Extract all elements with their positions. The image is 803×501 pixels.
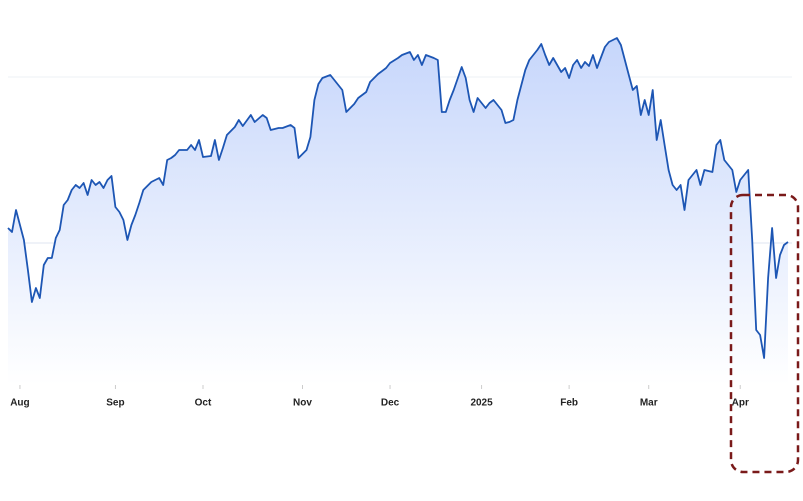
x-tick-label: Apr <box>732 398 749 409</box>
area-fill <box>8 38 788 385</box>
x-tick-label: Dec <box>381 398 400 409</box>
highlight-box <box>729 193 800 474</box>
x-tick-label: 2025 <box>470 398 493 409</box>
line <box>7 37 789 359</box>
x-tick-label: Nov <box>293 398 312 409</box>
x-tick-label: Sep <box>106 398 124 409</box>
x-tick-label: Oct <box>195 398 212 409</box>
x-tick-label: Mar <box>640 398 658 409</box>
x-tick-label: Feb <box>560 398 578 409</box>
x-tick-label: Aug <box>10 398 29 409</box>
